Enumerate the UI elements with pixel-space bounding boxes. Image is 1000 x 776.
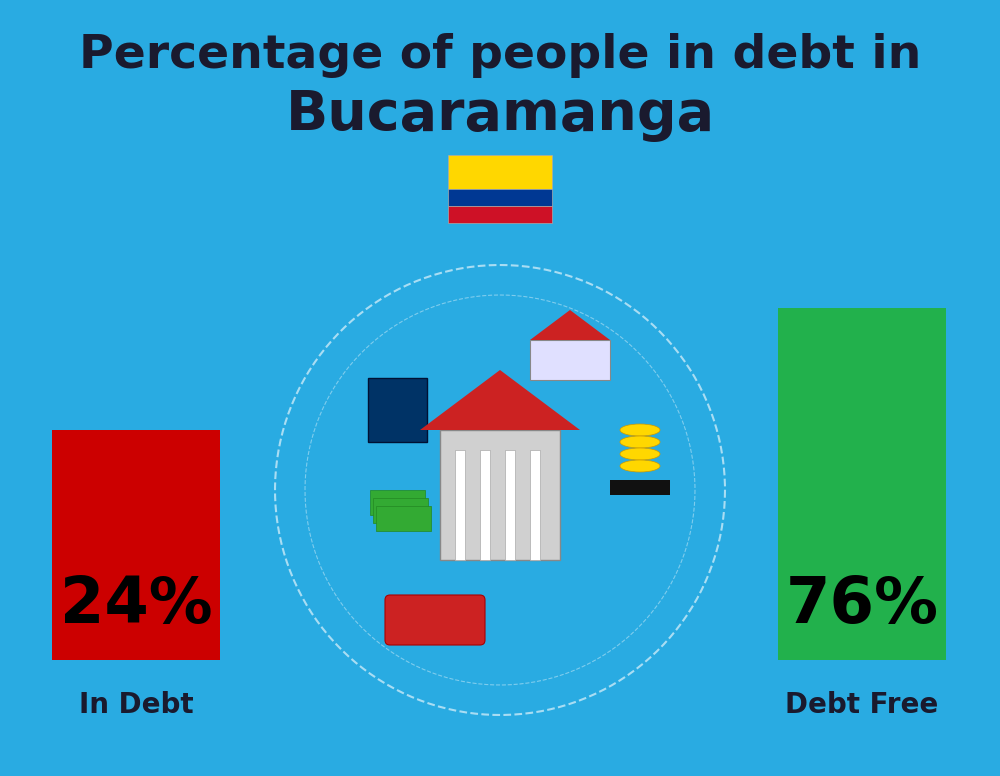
Ellipse shape: [620, 460, 660, 472]
Text: In Debt: In Debt: [79, 691, 193, 719]
FancyBboxPatch shape: [385, 595, 485, 645]
Polygon shape: [530, 310, 610, 340]
FancyBboxPatch shape: [448, 155, 552, 189]
FancyBboxPatch shape: [52, 430, 220, 660]
Ellipse shape: [620, 424, 660, 436]
Text: 76%: 76%: [786, 574, 938, 636]
FancyBboxPatch shape: [530, 450, 540, 560]
FancyBboxPatch shape: [448, 206, 552, 223]
Text: Bucaramanga: Bucaramanga: [285, 88, 715, 142]
Polygon shape: [420, 370, 580, 430]
Ellipse shape: [620, 448, 660, 460]
FancyBboxPatch shape: [480, 450, 490, 560]
Text: Debt Free: Debt Free: [785, 691, 939, 719]
Text: Percentage of people in debt in: Percentage of people in debt in: [79, 33, 921, 78]
FancyBboxPatch shape: [530, 340, 610, 380]
FancyBboxPatch shape: [505, 450, 515, 560]
FancyBboxPatch shape: [368, 378, 427, 442]
FancyBboxPatch shape: [370, 490, 425, 515]
FancyBboxPatch shape: [440, 430, 560, 560]
FancyBboxPatch shape: [778, 308, 946, 660]
FancyBboxPatch shape: [610, 480, 670, 495]
Ellipse shape: [620, 436, 660, 448]
FancyBboxPatch shape: [455, 450, 465, 560]
Text: 24%: 24%: [60, 574, 212, 636]
FancyBboxPatch shape: [373, 498, 428, 523]
FancyBboxPatch shape: [448, 189, 552, 206]
FancyBboxPatch shape: [376, 506, 431, 531]
